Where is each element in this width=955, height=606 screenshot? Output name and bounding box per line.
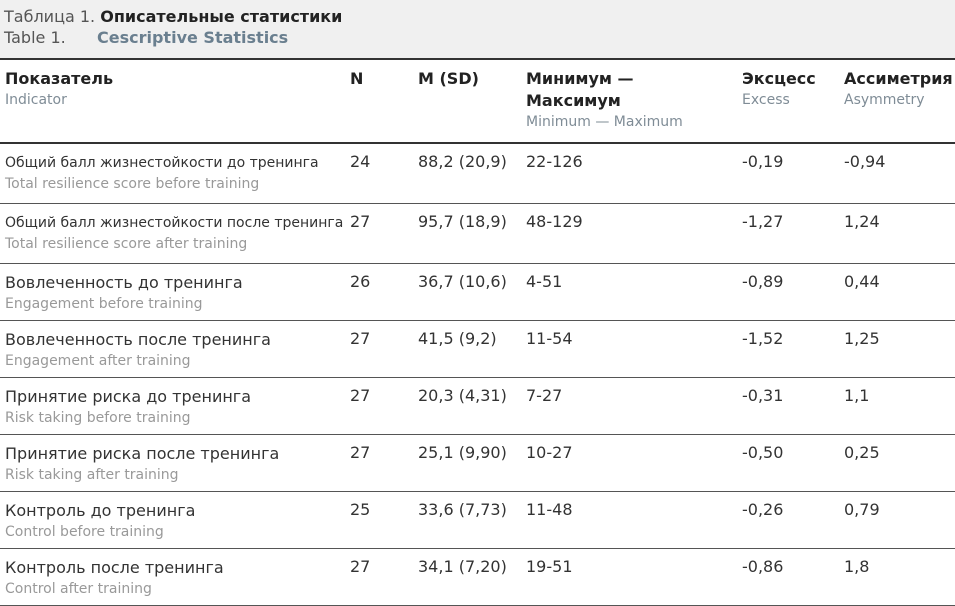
indicator-ru: Контроль до тренинга xyxy=(5,501,196,520)
cell-n: 27 xyxy=(350,443,371,462)
cell-excess: -0,86 xyxy=(742,557,784,576)
cell-indicator: Контроль до тренинга Control before train… xyxy=(5,500,195,542)
header-en: Minimum — Maximum xyxy=(526,114,683,130)
indicator-ru: Принятие риска до тренинга xyxy=(5,387,252,406)
cell-asymmetry: 0,79 xyxy=(844,500,880,519)
cell-range: 48-129 xyxy=(526,212,583,231)
cell-msd: 88,2 (20,9) xyxy=(418,152,507,171)
cell-n: 24 xyxy=(350,152,371,171)
header-asymmetry: Ассиметрия Asymmetry xyxy=(844,68,953,110)
caption-ru-title: Описательные статистики xyxy=(100,7,343,26)
header-ru: Минимум — xyxy=(526,69,634,88)
cell-msd: 95,7 (18,9) xyxy=(418,212,507,231)
indicator-en: Total resilience score before training xyxy=(5,176,260,192)
cell-msd: 41,5 (9,2) xyxy=(418,329,497,348)
table-row: Вовлеченность до тренинга Engagement befo… xyxy=(0,264,955,321)
indicator-en: Control before training xyxy=(5,524,164,540)
cell-range: 4-51 xyxy=(526,272,563,291)
cell-n: 27 xyxy=(350,329,371,348)
cell-indicator: Общий балл жизнестойкости до тренинга Tot… xyxy=(5,152,319,194)
cell-excess: -0,31 xyxy=(742,386,784,405)
header-ru: Эксцесс xyxy=(742,69,816,88)
cell-excess: -1,52 xyxy=(742,329,784,348)
header-msd: M (SD) xyxy=(418,68,479,90)
indicator-ru: Общий балл жизнестойкости после тренинга xyxy=(5,215,344,231)
table-row: Общий балл жизнестойкости после тренинга… xyxy=(0,204,955,264)
table-row: Принятие риска до тренинга Risk taking be… xyxy=(0,378,955,435)
indicator-en: Engagement before training xyxy=(5,296,203,312)
cell-excess: -0,19 xyxy=(742,152,784,171)
cell-msd: 36,7 (10,6) xyxy=(418,272,507,291)
cell-asymmetry: 1,8 xyxy=(844,557,870,576)
cell-n: 27 xyxy=(350,386,371,405)
table-caption: Таблица 1. Описательные статистики Table… xyxy=(0,0,955,60)
cell-indicator: Вовлеченность после тренинга Engagement a… xyxy=(5,329,271,371)
cell-indicator: Контроль после тренинга Control after tra… xyxy=(5,557,224,599)
header-ru: M (SD) xyxy=(418,69,479,88)
header-n: N xyxy=(350,68,363,90)
cell-excess: -0,26 xyxy=(742,500,784,519)
cell-range: 10-27 xyxy=(526,443,573,462)
table-row: Вовлеченность после тренинга Engagement a… xyxy=(0,321,955,378)
table-row: Контроль после тренинга Control after tra… xyxy=(0,549,955,606)
indicator-ru: Вовлеченность до тренинга xyxy=(5,273,243,292)
caption-en-title: Cescriptive Statistics xyxy=(97,28,289,47)
header-en: Indicator xyxy=(5,92,67,108)
indicator-en: Total resilience score after training xyxy=(5,236,248,252)
indicator-ru: Контроль после тренинга xyxy=(5,558,224,577)
indicator-en: Risk taking after training xyxy=(5,467,179,483)
indicator-en: Control after training xyxy=(5,581,152,597)
cell-msd: 20,3 (4,31) xyxy=(418,386,507,405)
cell-asymmetry: 1,24 xyxy=(844,212,880,231)
caption-ru-label: Таблица 1. xyxy=(4,7,96,26)
cell-indicator: Вовлеченность до тренинга Engagement befo… xyxy=(5,272,243,314)
indicator-en: Risk taking before training xyxy=(5,410,191,426)
cell-asymmetry: 0,25 xyxy=(844,443,880,462)
indicator-ru: Общий балл жизнестойкости до тренинга xyxy=(5,155,319,171)
caption-en-label: Table 1. xyxy=(4,28,66,47)
header-en: Asymmetry xyxy=(844,92,925,108)
cell-excess: -0,89 xyxy=(742,272,784,291)
cell-n: 26 xyxy=(350,272,371,291)
cell-n: 27 xyxy=(350,212,371,231)
table-row: Общий балл жизнестойкости до тренинга Tot… xyxy=(0,144,955,204)
indicator-ru: Вовлеченность после тренинга xyxy=(5,330,271,349)
header-excess: Эксцесс Excess xyxy=(742,68,816,110)
cell-msd: 25,1 (9,90) xyxy=(418,443,507,462)
table-body: Общий балл жизнестойкости до тренинга Tot… xyxy=(0,144,955,606)
header-en: Excess xyxy=(742,92,790,108)
indicator-en: Engagement after training xyxy=(5,353,191,369)
cell-excess: -0,50 xyxy=(742,443,784,462)
header-range: Минимум — Максимум Minimum — Maximum xyxy=(526,68,683,132)
cell-range: 11-48 xyxy=(526,500,573,519)
cell-indicator: Принятие риска после тренинга Risk taking… xyxy=(5,443,279,485)
header-ru-2: Максимум xyxy=(526,91,621,110)
header-ru: Показатель xyxy=(5,69,114,88)
cell-range: 11-54 xyxy=(526,329,573,348)
table-header: Показатель Indicator N M (SD) Минимум — Ма… xyxy=(0,60,955,144)
cell-msd: 34,1 (7,20) xyxy=(418,557,507,576)
table-row: Принятие риска после тренинга Risk taking… xyxy=(0,435,955,492)
cell-asymmetry: 1,25 xyxy=(844,329,880,348)
cell-indicator: Общий балл жизнестойкости после тренинга… xyxy=(5,212,343,254)
cell-msd: 33,6 (7,73) xyxy=(418,500,507,519)
cell-asymmetry: 0,44 xyxy=(844,272,880,291)
cell-range: 22-126 xyxy=(526,152,583,171)
header-ru: Ассиметрия xyxy=(844,69,953,88)
cell-asymmetry: -0,94 xyxy=(844,152,886,171)
cell-excess: -1,27 xyxy=(742,212,784,231)
cell-range: 7-27 xyxy=(526,386,563,405)
cell-indicator: Принятие риска до тренинга Risk taking be… xyxy=(5,386,251,428)
header-ru: N xyxy=(350,69,364,88)
table-row: Контроль до тренинга Control before train… xyxy=(0,492,955,549)
cell-n: 25 xyxy=(350,500,371,519)
indicator-ru: Принятие риска после тренинга xyxy=(5,444,280,463)
cell-range: 19-51 xyxy=(526,557,573,576)
cell-n: 27 xyxy=(350,557,371,576)
header-indicator: Показатель Indicator xyxy=(5,68,113,110)
cell-asymmetry: 1,1 xyxy=(844,386,870,405)
